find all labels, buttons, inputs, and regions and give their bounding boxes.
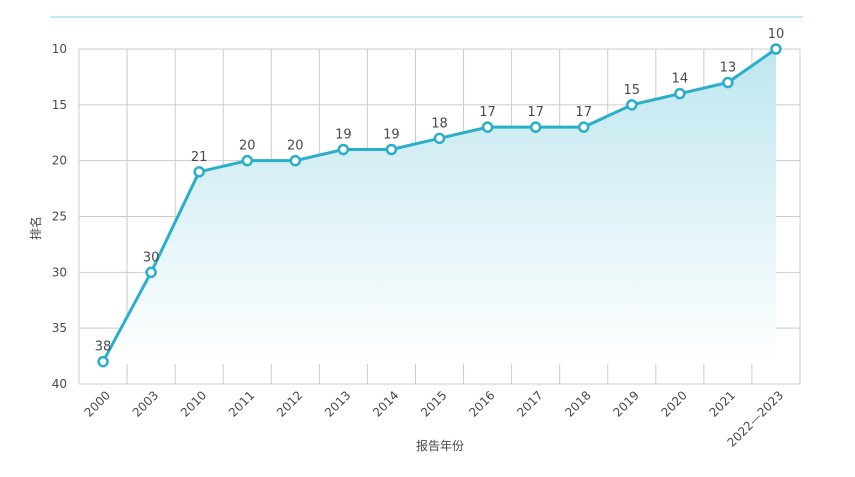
- data-label: 17: [575, 105, 592, 120]
- y-tick-label: 20: [52, 154, 67, 168]
- y-tick-label: 30: [52, 265, 67, 279]
- y-tick-label: 10: [52, 42, 67, 56]
- x-tick-label: 2018: [562, 388, 593, 419]
- data-point: [674, 87, 686, 100]
- data-label: 19: [383, 128, 400, 143]
- area-fill: [103, 49, 776, 364]
- x-tick-label: 2014: [370, 388, 401, 419]
- data-point: [385, 143, 398, 156]
- x-tick-label: 2016: [466, 388, 497, 419]
- data-label: 15: [623, 83, 640, 98]
- x-tick-label: 2019: [610, 388, 641, 419]
- x-tick-label: 2013: [322, 388, 353, 419]
- x-axis-title: 报告年份: [416, 438, 464, 453]
- x-tick-label: 2015: [418, 388, 449, 419]
- data-label: 17: [527, 105, 544, 120]
- x-tick-label: 2011: [226, 388, 257, 419]
- data-label: 14: [672, 72, 689, 87]
- x-tick-label: 2021: [707, 388, 738, 419]
- data-label: 38: [95, 340, 112, 355]
- y-tick-label: 25: [52, 210, 67, 224]
- y-tick-label: 40: [52, 377, 67, 391]
- area-shape: [103, 49, 776, 364]
- data-label: 19: [335, 128, 352, 143]
- data-point: [722, 76, 734, 89]
- y-tick-label: 15: [52, 98, 67, 112]
- y-axis-title: 排名: [28, 216, 43, 240]
- data-labels: 38 30 21 20 20 19 19 18 17 17 17 15 14 13 10: [95, 27, 784, 355]
- x-tick-label: 2020: [658, 388, 689, 419]
- x-tick-label: 2003: [130, 388, 161, 419]
- data-point: [241, 154, 253, 167]
- data-point: [433, 132, 446, 145]
- data-point: [529, 121, 542, 133]
- data-label: 30: [143, 250, 160, 265]
- data-point: [289, 154, 302, 167]
- data-point: [337, 143, 350, 156]
- data-label: 13: [720, 61, 737, 76]
- x-tick-label: 2012: [274, 388, 305, 419]
- y-tick-labels: 10 15 20 25 30 35 40: [52, 42, 67, 391]
- data-point: [770, 43, 782, 55]
- x-tick-label: 2010: [178, 388, 209, 419]
- data-label: 20: [239, 139, 256, 154]
- data-point: [626, 99, 638, 111]
- data-point: [97, 355, 109, 368]
- data-label: 20: [287, 139, 304, 154]
- data-label: 17: [479, 105, 496, 120]
- data-point: [481, 121, 494, 133]
- data-point: [145, 266, 157, 279]
- data-label: 18: [431, 116, 448, 131]
- y-tick-label: 35: [52, 321, 67, 335]
- x-tick-label: 2017: [514, 388, 545, 419]
- data-point: [577, 121, 590, 133]
- data-point: [193, 166, 205, 178]
- x-tick-label: 2000: [82, 388, 113, 419]
- data-label: 21: [191, 150, 208, 165]
- data-label: 10: [768, 27, 785, 42]
- data-points: [97, 43, 782, 368]
